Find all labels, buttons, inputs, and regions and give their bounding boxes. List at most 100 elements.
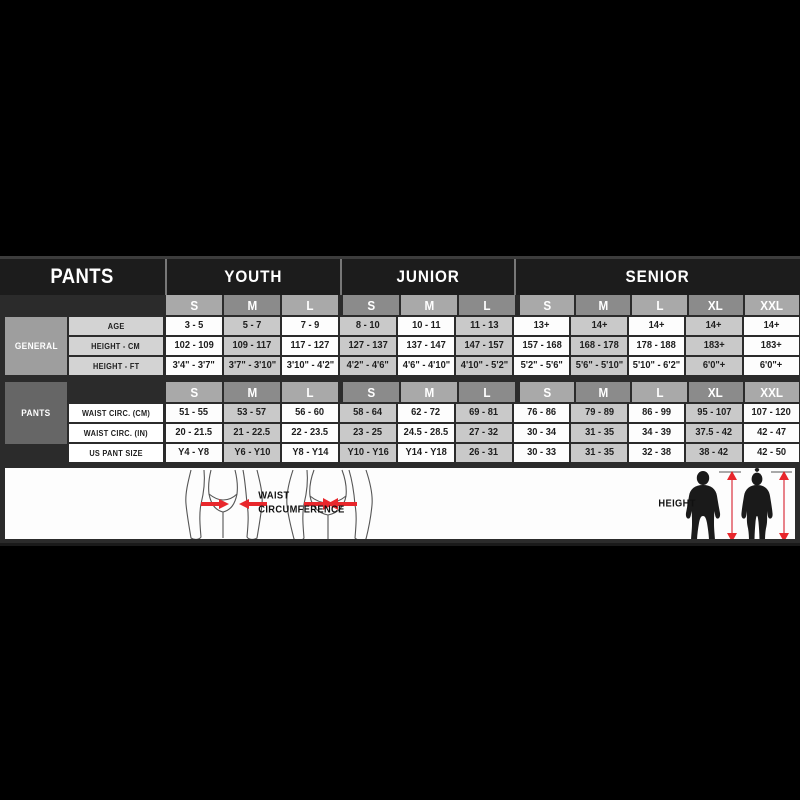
size-header-youth-l: L <box>282 295 338 315</box>
row-label: HEIGHT - CM <box>69 337 163 355</box>
size-header-youth-s: S <box>166 295 222 315</box>
chart-header-band: PANTS YOUTH JUNIOR SENIOR <box>0 259 800 295</box>
size-header-row-general: S M L S M L S M L XL XXL <box>0 295 800 315</box>
row-cells: 20 - 21.5 21 - 22.5 22 - 23.5 23 - 25 24… <box>165 424 800 442</box>
table-row: WAIST CIRC. (CM) 51 - 55 53 - 57 56 - 60… <box>69 404 800 422</box>
table-cell: 5'2" - 5'6" <box>514 357 570 375</box>
table-cell: 3 - 5 <box>166 317 222 335</box>
table-cell: 30 - 33 <box>514 444 570 462</box>
table-cell: Y14 - Y18 <box>398 444 454 462</box>
table-cell: 4'2" - 4'6" <box>340 357 396 375</box>
size-header-senior-m: M <box>576 382 631 402</box>
table-cell: Y8 - Y14 <box>282 444 338 462</box>
waist-label-line2: CIRCUMFERENCE <box>258 504 345 516</box>
table-cell: 58 - 64 <box>340 404 396 422</box>
table-cell: 107 - 120 <box>743 404 800 422</box>
table-cell: 137 - 147 <box>398 337 454 355</box>
section-pants: PANTS WAIST CIRC. (CM) 51 - 55 53 - 57 5… <box>0 380 800 464</box>
size-header-senior-l: L <box>632 295 687 315</box>
table-cell: 13+ <box>514 317 570 335</box>
row-cells: Y4 - Y8 Y6 - Y10 Y8 - Y14 Y10 - Y16 Y14 … <box>165 444 800 462</box>
measurement-diagram <box>185 468 792 539</box>
group-header-senior: SENIOR <box>514 259 800 295</box>
row-label: HEIGHT - FT <box>69 357 163 375</box>
table-cell: 178 - 188 <box>628 337 685 355</box>
size-header-senior-l: L <box>632 382 687 402</box>
height-figure-male-icon <box>685 471 721 539</box>
table-cell: Y10 - Y16 <box>340 444 396 462</box>
size-header-youth-m: M <box>224 382 280 402</box>
table-cell: 14+ <box>628 317 685 335</box>
row-label: US PANT SIZE <box>69 444 163 462</box>
section-label-general: GENERAL <box>5 317 67 375</box>
row-label: AGE <box>69 317 163 335</box>
table-cell: 32 - 38 <box>628 444 685 462</box>
row-cells: 3'4" - 3'7" 3'7" - 3'10" 3'10" - 4'2" 4'… <box>165 357 800 375</box>
waist-arrow-adult-icon <box>304 498 357 510</box>
table-cell: 56 - 60 <box>282 404 338 422</box>
size-header-junior-m: M <box>401 295 457 315</box>
table-row: HEIGHT - CM 102 - 109 109 - 117 117 - 12… <box>69 337 800 355</box>
size-chart-panel: PANTS YOUTH JUNIOR SENIOR S M L S <box>0 256 800 546</box>
table-cell: 14+ <box>743 317 800 335</box>
waist-label-line1: WAIST <box>258 490 290 501</box>
table-cell: 10 - 11 <box>398 317 454 335</box>
height-label: HEIGHT <box>657 498 697 509</box>
table-cell: 30 - 34 <box>514 424 570 442</box>
table-cell: 42 - 50 <box>743 444 800 462</box>
table-cell: 69 - 81 <box>456 404 512 422</box>
height-label-text: HEIGHT <box>658 498 696 509</box>
section-general: GENERAL AGE 3 - 5 5 - 7 7 - 9 8 - 10 10 … <box>0 315 800 377</box>
table-cell: 109 - 117 <box>224 337 280 355</box>
size-header-senior-xl: XL <box>688 295 743 315</box>
measurement-illustration-strip: WAIST CIRCUMFERENCE HEIGHT <box>5 468 795 539</box>
table-row: WAIST CIRC. (IN) 20 - 21.5 21 - 22.5 22 … <box>69 424 800 442</box>
table-cell: 21 - 22.5 <box>224 424 280 442</box>
size-cells: S M L S M L S M L XL XXL <box>165 295 800 315</box>
table-cell: 37.5 - 42 <box>686 424 742 442</box>
table-cell: 4'10" - 5'2" <box>456 357 512 375</box>
waist-figure-adult-icon <box>286 469 373 539</box>
table-cell: 11 - 13 <box>456 317 512 335</box>
table-cell: 5 - 7 <box>224 317 280 335</box>
row-label: WAIST CIRC. (IN) <box>69 424 163 442</box>
row-cells: 3 - 5 5 - 7 7 - 9 8 - 10 10 - 11 11 - 13… <box>165 317 800 335</box>
table-cell: 20 - 21.5 <box>166 424 222 442</box>
size-header-senior-s: S <box>520 295 575 315</box>
group-header-junior: JUNIOR <box>340 259 514 295</box>
table-cell: 3'4" - 3'7" <box>166 357 222 375</box>
table-cell: 76 - 86 <box>514 404 570 422</box>
waist-circumference-label: WAIST CIRCUMFERENCE <box>255 489 348 518</box>
size-header-senior-xxl: XXL <box>744 382 800 402</box>
size-cells: S M L S M L S M L XL XXL <box>165 382 800 402</box>
size-header-junior-l: L <box>459 382 515 402</box>
table-cell: 3'7" - 3'10" <box>224 357 280 375</box>
height-arrow-male-icon <box>719 471 741 539</box>
height-arrow-female-icon <box>771 471 792 539</box>
table-cell: 38 - 42 <box>686 444 742 462</box>
table-row: US PANT SIZE Y4 - Y8 Y6 - Y10 Y8 - Y14 Y… <box>69 444 800 462</box>
row-cells: 102 - 109 109 - 117 117 - 127 127 - 137 … <box>165 337 800 355</box>
size-header-junior-s: S <box>343 382 399 402</box>
section-label-pants: PANTS <box>5 382 67 444</box>
size-header-youth-l: L <box>282 382 338 402</box>
size-header-junior-s: S <box>343 295 399 315</box>
size-header-junior-m: M <box>401 382 457 402</box>
height-figure-female-icon <box>741 468 773 539</box>
table-cell: 53 - 57 <box>224 404 280 422</box>
table-cell: 183+ <box>743 337 800 355</box>
table-cell: 157 - 168 <box>514 337 570 355</box>
group-header-youth: YOUTH <box>165 259 340 295</box>
size-header-junior-l: L <box>459 295 515 315</box>
group-header-row: YOUTH JUNIOR SENIOR <box>165 259 800 295</box>
table-cell: 62 - 72 <box>398 404 454 422</box>
table-row: HEIGHT - FT 3'4" - 3'7" 3'7" - 3'10" 3'1… <box>69 357 800 375</box>
table-cell: Y4 - Y8 <box>166 444 222 462</box>
table-cell: 95 - 107 <box>686 404 742 422</box>
table-cell: 4'6" - 4'10" <box>398 357 454 375</box>
row-cells: 51 - 55 53 - 57 56 - 60 58 - 64 62 - 72 … <box>165 404 800 422</box>
table-cell: 6'0"+ <box>686 357 742 375</box>
group-label: YOUTH <box>224 267 283 286</box>
table-cell: Y6 - Y10 <box>224 444 280 462</box>
table-cell: 14+ <box>686 317 742 335</box>
